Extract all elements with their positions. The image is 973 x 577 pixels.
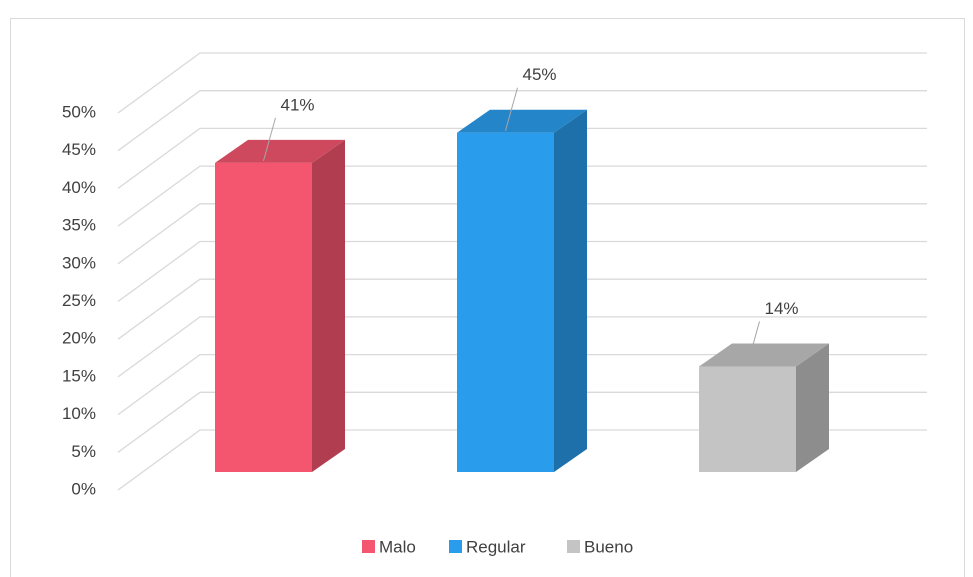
y-tick-label: 40% [62, 178, 96, 197]
bar-top [215, 139, 345, 163]
grid-line [117, 278, 927, 340]
legend-swatch [567, 540, 580, 553]
y-tick-label: 25% [62, 291, 96, 310]
bar-side [796, 343, 829, 472]
grid-line [117, 127, 927, 189]
bar [699, 366, 796, 472]
legend-label: Malo [379, 537, 416, 556]
y-tick-label: 0% [71, 479, 96, 498]
y-tick-label: 30% [62, 253, 96, 272]
y-tick-label: 50% [62, 102, 96, 121]
grid-line [117, 52, 927, 114]
grid-line [117, 353, 927, 416]
bar [457, 132, 554, 472]
legend-swatch [449, 540, 462, 553]
leader-line [263, 117, 276, 161]
grid-line [117, 316, 927, 378]
y-tick-label: 45% [62, 140, 96, 159]
leader-line [747, 321, 760, 365]
data-label: 14% [764, 299, 798, 318]
y-tick-label: 5% [71, 442, 96, 461]
grid-line [117, 203, 927, 265]
y-tick-label: 10% [62, 404, 96, 423]
legend-swatch [362, 540, 375, 553]
y-tick-label: 15% [62, 366, 96, 385]
legend-label: Regular [466, 537, 526, 556]
legend-label: Bueno [584, 537, 633, 556]
grid-line [117, 90, 927, 152]
grid-line [117, 429, 927, 491]
data-label: 41% [280, 95, 314, 114]
data-label: 45% [522, 65, 556, 84]
leader-line [505, 87, 518, 131]
bar-top [699, 343, 829, 367]
bar [215, 162, 312, 473]
y-tick-label: 20% [62, 329, 96, 348]
grid-line [117, 391, 927, 453]
bar-top [457, 109, 587, 133]
grid-line [117, 165, 927, 227]
bar-side [554, 109, 587, 472]
bar-side [312, 139, 345, 473]
grid-line [117, 240, 927, 303]
y-tick-label: 35% [62, 216, 96, 235]
